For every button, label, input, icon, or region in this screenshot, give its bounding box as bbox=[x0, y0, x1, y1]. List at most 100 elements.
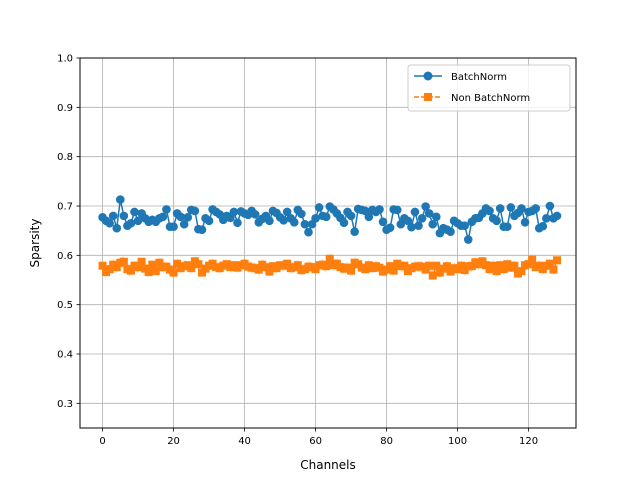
data-point bbox=[304, 227, 313, 237]
data-point bbox=[265, 216, 274, 226]
data-point bbox=[297, 209, 306, 219]
data-point bbox=[169, 268, 178, 277]
data-point bbox=[293, 261, 302, 270]
legend-label-batchnorm: BatchNorm bbox=[451, 72, 507, 83]
data-point bbox=[424, 209, 434, 218]
data-point bbox=[457, 261, 466, 270]
x-tick-label: 100 bbox=[448, 436, 467, 447]
data-point bbox=[489, 261, 498, 270]
legend-label-non-batchnorm: Non BatchNorm bbox=[451, 93, 530, 104]
data-point bbox=[179, 219, 189, 229]
x-axis-ticks: 0 20 40 60 80 100 120 bbox=[99, 428, 538, 447]
x-tick-label: 0 bbox=[99, 436, 105, 447]
data-point bbox=[524, 260, 533, 269]
data-point bbox=[347, 266, 356, 275]
y-tick-label: 0.7 bbox=[57, 202, 73, 213]
data-point bbox=[162, 205, 171, 214]
data-point bbox=[233, 218, 242, 228]
data-point bbox=[446, 227, 455, 236]
data-point bbox=[279, 216, 288, 225]
legend-marker-batchnorm bbox=[423, 71, 433, 81]
data-point bbox=[503, 222, 512, 232]
data-point bbox=[495, 204, 505, 213]
data-point bbox=[126, 218, 136, 228]
data-point bbox=[137, 257, 146, 266]
data-point bbox=[151, 267, 160, 276]
data-point bbox=[432, 261, 441, 270]
data-point bbox=[254, 265, 263, 274]
data-point bbox=[414, 221, 423, 231]
y-tick-label: 1.0 bbox=[57, 54, 73, 65]
data-point bbox=[289, 217, 299, 227]
data-point bbox=[108, 211, 118, 221]
data-point bbox=[130, 207, 139, 217]
data-point bbox=[492, 216, 501, 226]
plot-frame bbox=[79, 57, 577, 429]
data-point bbox=[190, 206, 200, 216]
data-point bbox=[311, 214, 320, 223]
data-point bbox=[134, 263, 143, 272]
data-point bbox=[545, 201, 555, 211]
legend: BatchNorm Non BatchNorm bbox=[407, 64, 571, 112]
data-point bbox=[321, 212, 331, 222]
data-point bbox=[531, 204, 540, 213]
data-point bbox=[552, 211, 562, 221]
data-point bbox=[194, 260, 203, 269]
data-point bbox=[545, 259, 554, 268]
data-point bbox=[407, 222, 416, 232]
data-point bbox=[105, 265, 114, 274]
data-point bbox=[460, 221, 469, 231]
data-point bbox=[389, 266, 398, 275]
data-point bbox=[339, 218, 349, 228]
y-tick-label: 0.9 bbox=[57, 103, 73, 114]
data-point bbox=[492, 267, 501, 276]
y-tick-label: 0.4 bbox=[57, 350, 73, 361]
data-point bbox=[428, 219, 438, 229]
data-point bbox=[197, 225, 207, 234]
y-axis-ticks: 0.3 0.4 0.5 0.6 0.7 0.8 0.9 1.0 bbox=[57, 54, 80, 410]
y-tick-label: 0.5 bbox=[57, 300, 73, 311]
data-point bbox=[485, 206, 494, 216]
data-point bbox=[410, 207, 420, 217]
data-point bbox=[463, 235, 473, 244]
series-layer bbox=[98, 195, 562, 280]
data-point bbox=[517, 204, 526, 213]
data-point bbox=[144, 268, 153, 277]
data-point bbox=[204, 216, 214, 226]
data-point bbox=[425, 261, 434, 270]
data-point bbox=[126, 266, 135, 275]
data-point bbox=[173, 259, 182, 268]
data-point bbox=[431, 212, 441, 222]
data-point bbox=[392, 205, 402, 215]
data-point bbox=[428, 271, 437, 280]
y-tick-label: 0.8 bbox=[57, 152, 73, 163]
legend-box bbox=[407, 64, 571, 112]
x-tick-label: 40 bbox=[238, 436, 251, 447]
data-point bbox=[378, 217, 388, 227]
y-axis-title: Sparsity bbox=[28, 219, 42, 268]
data-point bbox=[116, 195, 125, 204]
data-point bbox=[155, 258, 164, 267]
data-point bbox=[105, 218, 114, 228]
data-point bbox=[442, 262, 451, 271]
data-point bbox=[499, 265, 508, 274]
data-point bbox=[261, 263, 270, 272]
x-tick-label: 80 bbox=[380, 436, 393, 447]
data-point bbox=[282, 207, 292, 217]
data-point bbox=[375, 205, 384, 214]
data-point bbox=[325, 254, 334, 263]
data-point bbox=[538, 221, 548, 231]
y-tick-label: 0.3 bbox=[57, 399, 73, 410]
data-point bbox=[314, 203, 324, 212]
x-tick-label: 120 bbox=[519, 436, 538, 447]
data-point bbox=[417, 214, 427, 223]
data-point bbox=[520, 217, 530, 227]
x-axis-title: Channels bbox=[300, 458, 356, 472]
data-point bbox=[364, 212, 374, 222]
y-tick-label: 0.6 bbox=[57, 251, 73, 262]
data-point bbox=[549, 265, 558, 274]
data-point bbox=[542, 214, 551, 223]
data-point bbox=[346, 211, 356, 221]
data-point bbox=[510, 261, 519, 270]
